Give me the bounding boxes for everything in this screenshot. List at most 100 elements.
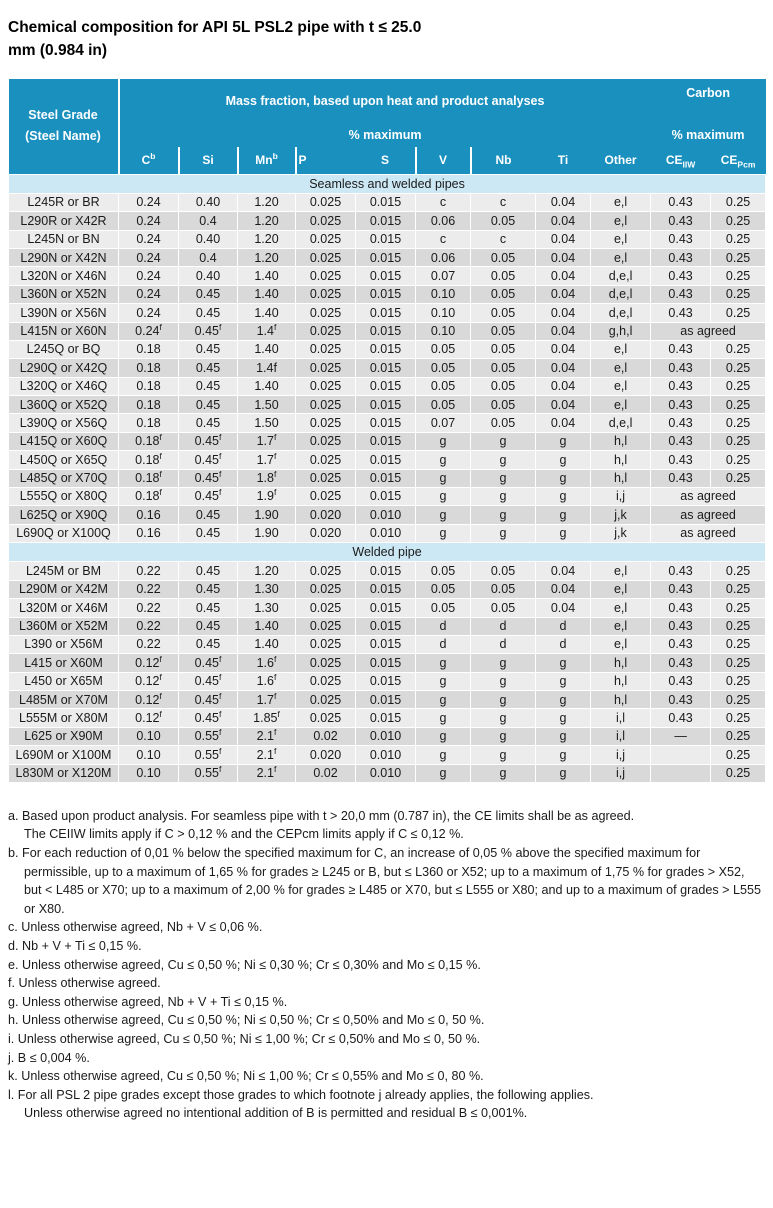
table-cell: 0.25: [710, 689, 767, 710]
table-cell: g: [470, 671, 536, 692]
table-cell: 1.40: [237, 303, 296, 323]
table-cell: g: [470, 431, 536, 452]
table-cell: 0.020: [295, 523, 356, 544]
column-header: Ti: [535, 146, 591, 174]
grade-cell: L415 or X60M: [8, 653, 119, 673]
table-cell: g: [415, 708, 471, 728]
table-cell: e,l: [589, 358, 652, 378]
table-cell: 0.43: [650, 358, 712, 378]
table-cell: 0.25: [710, 598, 767, 618]
table-cell: 0.015: [355, 598, 416, 618]
table-cell: 0.04: [535, 284, 591, 305]
footnote-line: l. For all PSL 2 pipe grades except thos…: [8, 1087, 594, 1102]
table-cell: 0.025: [295, 303, 356, 323]
table-cell: 0.43: [650, 561, 712, 581]
table-cell: 0.05: [470, 266, 536, 286]
table-cell: 0.10: [118, 726, 179, 747]
grade-cell: L320Q or X46Q: [8, 376, 119, 397]
table-cell: g: [535, 763, 591, 783]
column-header: CEIIW: [650, 146, 711, 174]
table-cell: 0.45: [178, 284, 238, 305]
table-cell: 0.43: [650, 431, 712, 452]
table-cell: 0.015: [355, 653, 416, 673]
table-cell: d: [470, 634, 536, 655]
table-cell: as agreed: [650, 505, 767, 525]
table-cell: e,l: [589, 561, 652, 581]
table-cell: g: [470, 523, 536, 544]
table-cell: g: [415, 505, 471, 525]
table-cell: 0.18f: [118, 468, 179, 488]
corner-header: Steel Grade (Steel Name): [8, 78, 120, 174]
table-cell: 0.06: [415, 247, 471, 268]
footnote-line: i. Unless otherwise agreed, Cu ≤ 0,50 %;…: [8, 1032, 481, 1046]
mass-pct-max-header: % maximum: [118, 122, 651, 147]
table-cell: g: [535, 486, 591, 507]
table-cell: 0.025: [295, 413, 356, 433]
table-cell: h,l: [589, 431, 652, 452]
table-cell: g: [415, 468, 471, 488]
footnote-line: h. Unless otherwise agreed, Cu ≤ 0,50 %;…: [8, 1013, 485, 1028]
table-cell: 0.015: [355, 561, 416, 581]
table-cell: 0.04: [535, 598, 591, 618]
table-cell: 0.020: [295, 505, 356, 525]
table-row: L485M or X70M 0.12f 0.45f 1.7f 0.025 0.015 g g g…: [8, 689, 767, 710]
table-cell: 0.24: [118, 266, 179, 286]
grade-cell: L390Q or X56Q: [8, 413, 119, 433]
table-cell: d: [415, 634, 471, 655]
table-cell: 0.010: [355, 745, 416, 765]
table-cell: 0.43: [650, 653, 712, 673]
table-row: L245M or BM 0.22 0.45 1.20 0.025 0.015 0.05 0.0…: [8, 561, 767, 581]
table-cell: 0.07: [415, 266, 471, 286]
corner-header-line2: (Steel Name): [25, 129, 101, 143]
table-cell: 0.45: [178, 413, 238, 433]
table-row: L290M or X42M 0.22 0.45 1.30 0.025 0.015 0.05 0…: [8, 579, 767, 600]
table-cell: 0.43: [650, 413, 712, 433]
table-cell: e,l: [589, 339, 652, 360]
table-cell: d: [470, 616, 536, 636]
column-header: Nb: [469, 146, 536, 174]
table-cell: 0.25: [710, 671, 767, 692]
table-cell: 0.025: [295, 211, 356, 231]
grade-cell: L245N or BN: [8, 229, 119, 250]
footnote-line: Unless otherwise agreed no intentional a…: [24, 1106, 528, 1121]
table-cell: 0.43: [650, 303, 712, 323]
table-cell: 0.45: [178, 598, 238, 618]
table-cell: 0.45: [178, 634, 238, 655]
table-cell: 0.22: [118, 579, 179, 600]
table-cell: 0.25: [710, 745, 767, 765]
table-cell: 1.8f: [237, 468, 296, 488]
table-cell: g: [535, 689, 591, 710]
table-cell: g: [470, 726, 536, 747]
table-cell: d,e,l: [589, 413, 652, 433]
table-cell: g: [470, 708, 536, 728]
table-cell: as agreed: [650, 523, 767, 544]
table-cell: 1.40: [237, 284, 296, 305]
table-cell: 0.05: [470, 303, 536, 323]
table-cell: g: [415, 486, 471, 507]
table-cell: 0.015: [355, 358, 416, 378]
grade-cell: L485Q or X70Q: [8, 468, 119, 488]
table-cell: i,l: [589, 708, 652, 728]
table-cell: 0.025: [295, 339, 356, 360]
table-cell: 0.45: [178, 523, 238, 544]
table-cell: 0.025: [295, 671, 356, 692]
carbon-header: Carbon: [650, 78, 766, 123]
grade-cell: L360N or X52N: [8, 284, 119, 305]
table-cell: 0.22: [118, 598, 179, 618]
table-cell: g: [535, 708, 591, 728]
table-row: L320N or X46N 0.24 0.40 1.40 0.025 0.015 0.07 0…: [8, 266, 767, 286]
table-cell: 0.45: [178, 339, 238, 360]
table-cell: 0.04: [535, 561, 591, 581]
table-cell: 2.1f: [237, 726, 296, 747]
table-cell: 0.45: [178, 505, 238, 525]
table-row: L320M or X46M 0.22 0.45 1.30 0.025 0.015 0.05 0…: [8, 598, 767, 618]
table-cell: g: [535, 523, 591, 544]
table-cell: 0.18: [118, 358, 179, 378]
table-row: L360M or X52M 0.22 0.45 1.40 0.025 0.015 d d d e,…: [8, 616, 767, 636]
table-cell: g: [535, 431, 591, 452]
table-cell: 0.45f: [178, 321, 238, 341]
grade-cell: L290R or X42R: [8, 211, 119, 231]
table-cell: c: [415, 192, 471, 213]
table-cell: 0.4: [178, 211, 238, 231]
grade-cell: L415N or X60N: [8, 321, 119, 341]
